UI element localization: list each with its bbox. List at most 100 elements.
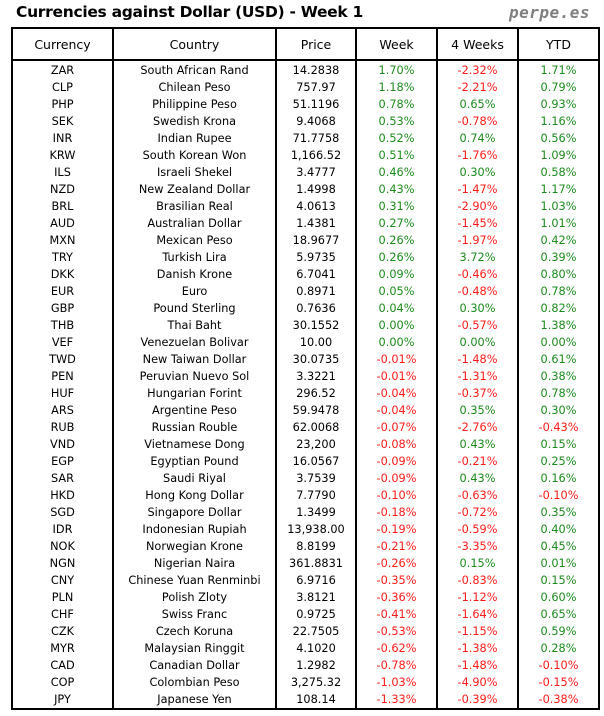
four-week-change: -0.83% (436, 572, 519, 589)
table-row: SGD Singapore Dollar 1.3499 -0.18% -0.72% 0.3… (11, 504, 600, 521)
ytd-change: 0.61% (517, 351, 600, 368)
ytd-change: 0.16% (517, 470, 600, 487)
four-week-change: -2.90% (436, 198, 519, 215)
week-change: 0.26% (355, 232, 438, 249)
country-name: New Taiwan Dollar (112, 351, 277, 368)
currency-code: NOK (11, 538, 114, 555)
week-change: -0.18% (355, 504, 438, 521)
table-row: PEN Peruvian Nuevo Sol 3.3221 -0.01% -1.31% 0… (11, 368, 600, 385)
ytd-change: 0.58% (517, 164, 600, 181)
country-name: Brasilian Real (112, 198, 277, 215)
currency-code: THB (11, 317, 114, 334)
currency-code: MXN (11, 232, 114, 249)
ytd-change: 0.79% (517, 79, 600, 96)
four-week-change: -0.57% (436, 317, 519, 334)
week-change: -0.08% (355, 436, 438, 453)
currency-code: SEK (11, 113, 114, 130)
four-week-change: -1.47% (436, 181, 519, 198)
price: 6.7041 (275, 266, 357, 283)
currency-code: CHF (11, 606, 114, 623)
table-row: HKD Hong Kong Dollar 7.7790 -0.10% -0.63% -0.… (11, 487, 600, 504)
price: 5.9735 (275, 249, 357, 266)
table-row: PHP Philippine Peso 51.1196 0.78% 0.65% 0.93% (11, 96, 600, 113)
price: 14.2838 (275, 60, 357, 79)
ytd-change: 0.82% (517, 300, 600, 317)
table-row: DKK Danish Krone 6.7041 0.09% -0.46% 0.80% (11, 266, 600, 283)
currency-code: HUF (11, 385, 114, 402)
column-header-week: Week (355, 27, 438, 61)
table-row: MYR Malaysian Ringgit 4.1020 -0.62% -1.38% 0.… (11, 640, 600, 657)
ytd-change: 0.78% (517, 385, 600, 402)
country-name: Venezuelan Bolivar (112, 334, 277, 351)
week-change: -1.03% (355, 674, 438, 691)
currency-code: COP (11, 674, 114, 691)
column-header-price: Price (275, 27, 357, 61)
country-name: Mexican Peso (112, 232, 277, 249)
country-name: Danish Krone (112, 266, 277, 283)
price: 1.4381 (275, 215, 357, 232)
country-name: Peruvian Nuevo Sol (112, 368, 277, 385)
four-week-change: -1.97% (436, 232, 519, 249)
price: 1,166.52 (275, 147, 357, 164)
week-change: -0.78% (355, 657, 438, 674)
four-week-change: -1.76% (436, 147, 519, 164)
price: 16.0567 (275, 453, 357, 470)
price: 51.1196 (275, 96, 357, 113)
ytd-change: 0.80% (517, 266, 600, 283)
price: 1.2982 (275, 657, 357, 674)
currency-code: EUR (11, 283, 114, 300)
table-row: TRY Turkish Lira 5.9735 0.26% 3.72% 0.39% (11, 249, 600, 266)
four-week-change: -1.48% (436, 657, 519, 674)
table-row: NOK Norwegian Krone 8.8199 -0.21% -3.35% 0.45… (11, 538, 600, 555)
price: 10.00 (275, 334, 357, 351)
currency-code: TWD (11, 351, 114, 368)
country-name: Swiss Franc (112, 606, 277, 623)
week-change: 0.43% (355, 181, 438, 198)
price: 1.4998 (275, 181, 357, 198)
week-change: -1.33% (355, 691, 438, 709)
country-name: New Zealand Dollar (112, 181, 277, 198)
table-row: VEF Venezuelan Bolivar 10.00 0.00% 0.00% 0.00… (11, 334, 600, 351)
table-row: AUD Australian Dollar 1.4381 0.27% -1.45% 1.0… (11, 215, 600, 232)
currency-code: NZD (11, 181, 114, 198)
currency-code: PHP (11, 96, 114, 113)
four-week-change: -1.12% (436, 589, 519, 606)
table-row: BRL Brasilian Real 4.0613 0.31% -2.90% 1.03% (11, 198, 600, 215)
price: 9.4068 (275, 113, 357, 130)
four-week-change: -0.21% (436, 453, 519, 470)
week-change: -0.04% (355, 402, 438, 419)
country-name: Russian Rouble (112, 419, 277, 436)
four-week-change: -2.21% (436, 79, 519, 96)
four-week-change: -1.15% (436, 623, 519, 640)
week-change: 0.00% (355, 317, 438, 334)
week-change: -0.01% (355, 351, 438, 368)
ytd-change: 0.40% (517, 521, 600, 538)
currency-code: CZK (11, 623, 114, 640)
week-change: 0.51% (355, 147, 438, 164)
price: 3.7539 (275, 470, 357, 487)
four-week-change: -2.76% (436, 419, 519, 436)
four-week-change: -0.63% (436, 487, 519, 504)
currency-table: Currency Country Price Week 4 Weeks YTD … (11, 27, 600, 710)
price: 0.8971 (275, 283, 357, 300)
country-name: Turkish Lira (112, 249, 277, 266)
table-row: KRW South Korean Won 1,166.52 0.51% -1.76% 1.… (11, 147, 600, 164)
country-name: Egyptian Pound (112, 453, 277, 470)
price: 0.9725 (275, 606, 357, 623)
ytd-change: 0.39% (517, 249, 600, 266)
country-name: Indonesian Rupiah (112, 521, 277, 538)
currency-code: PLN (11, 589, 114, 606)
page-title: Currencies against Dollar (USD) - Week 1 (16, 3, 363, 21)
table-row: TWD New Taiwan Dollar 30.0735 -0.01% -1.48% 0… (11, 351, 600, 368)
country-name: Hungarian Forint (112, 385, 277, 402)
country-name: Vietnamese Dong (112, 436, 277, 453)
currency-code: INR (11, 130, 114, 147)
week-change: -0.36% (355, 589, 438, 606)
price: 30.1552 (275, 317, 357, 334)
table-row: NZD New Zealand Dollar 1.4998 0.43% -1.47% 1.… (11, 181, 600, 198)
four-week-change: 0.00% (436, 334, 519, 351)
week-change: -0.09% (355, 470, 438, 487)
price: 3,275.32 (275, 674, 357, 691)
country-name: Polish Zloty (112, 589, 277, 606)
four-week-change: -0.72% (436, 504, 519, 521)
